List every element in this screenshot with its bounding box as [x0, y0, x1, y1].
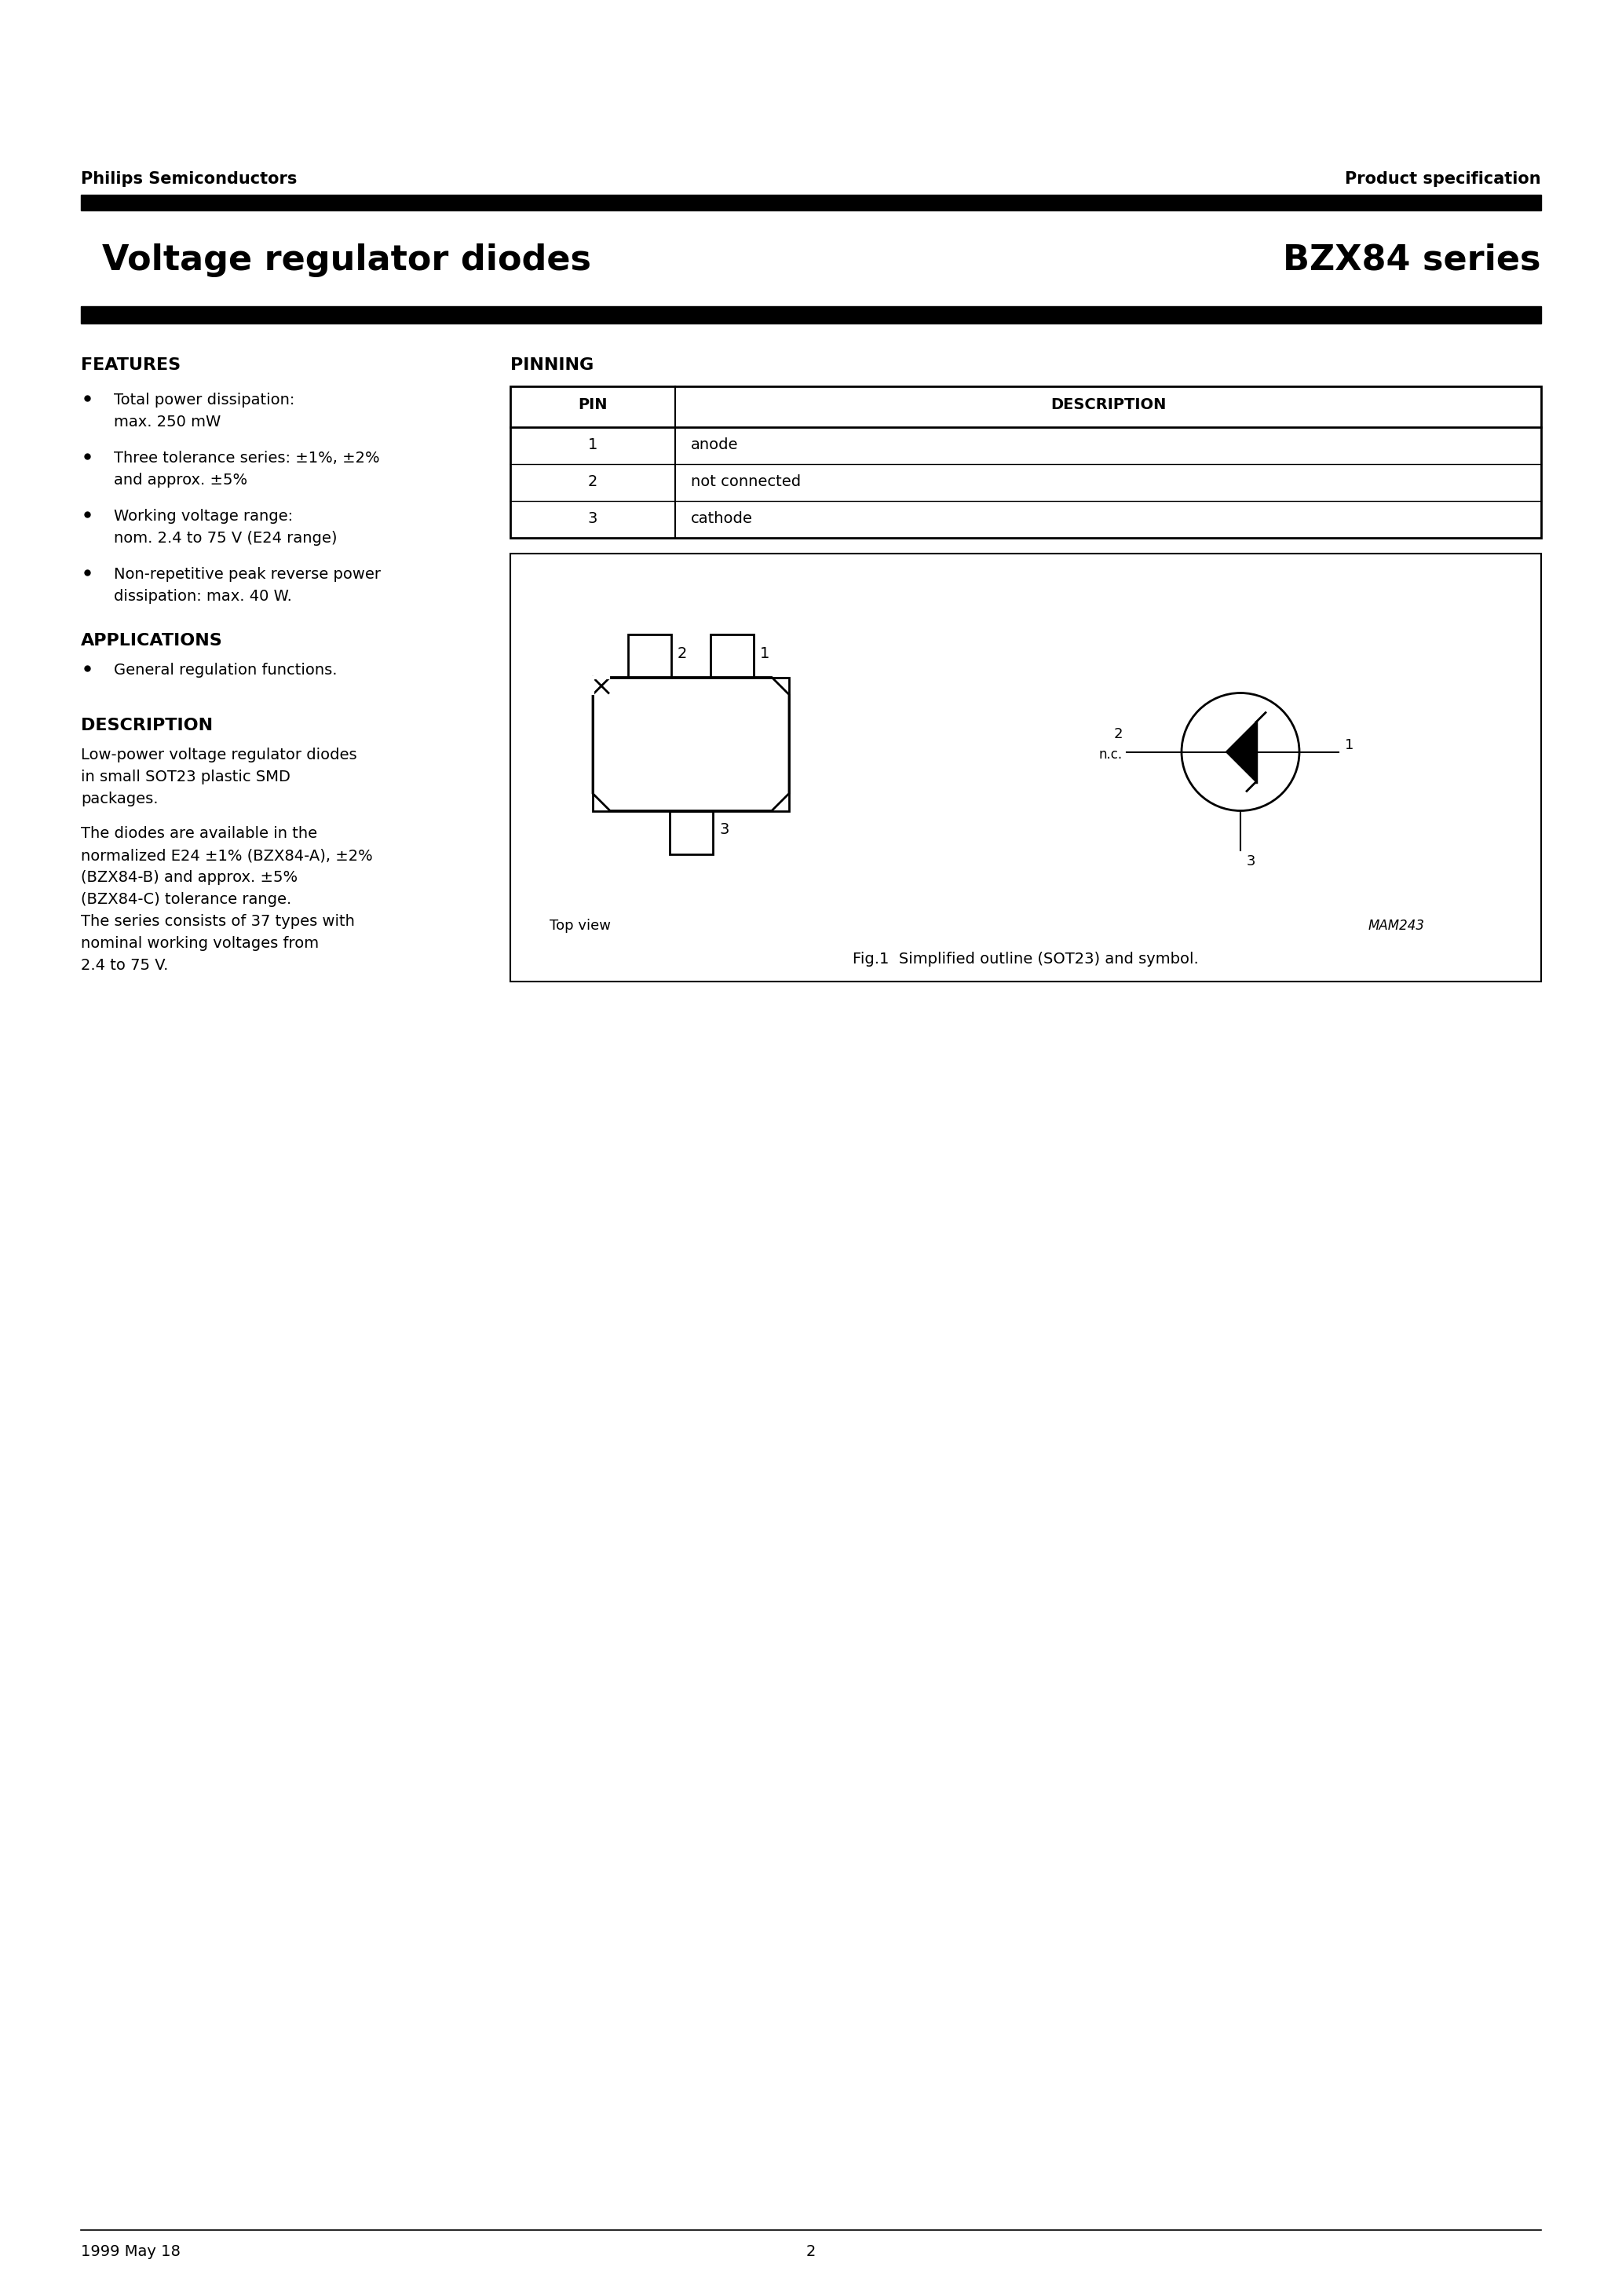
Text: 2: 2	[678, 645, 688, 661]
Bar	[511, 553, 1541, 980]
Text: 1: 1	[1345, 737, 1354, 751]
Text: nominal working voltages from: nominal working voltages from	[81, 937, 320, 951]
Text: MAM243: MAM243	[1369, 918, 1426, 932]
Bar	[511, 386, 1541, 537]
Text: 3: 3	[1247, 854, 1255, 868]
Text: anode: anode	[691, 436, 738, 452]
Bar	[592, 677, 788, 810]
Text: nom. 2.4 to 75 V (E24 range): nom. 2.4 to 75 V (E24 range)	[114, 530, 337, 546]
Text: The series consists of 37 types with: The series consists of 37 types with	[81, 914, 355, 930]
Text: Working voltage range:: Working voltage range:	[114, 510, 294, 523]
Text: Product specification: Product specification	[1345, 172, 1541, 186]
Text: in small SOT23 plastic SMD: in small SOT23 plastic SMD	[81, 769, 290, 785]
Text: Voltage regulator diodes: Voltage regulator diodes	[102, 243, 590, 278]
Text: PINNING: PINNING	[511, 358, 594, 372]
Text: 1999 May 18: 1999 May 18	[81, 2243, 180, 2259]
Text: General regulation functions.: General regulation functions.	[114, 664, 337, 677]
Text: 1: 1	[587, 436, 597, 452]
Text: Three tolerance series: ±1%, ±2%: Three tolerance series: ±1%, ±2%	[114, 450, 380, 466]
Bar	[628, 634, 672, 677]
Text: 2: 2	[587, 475, 597, 489]
Text: Total power dissipation:: Total power dissipation:	[114, 393, 295, 406]
Text: dissipation: max. 40 W.: dissipation: max. 40 W.	[114, 588, 292, 604]
Text: DESCRIPTION: DESCRIPTION	[81, 719, 212, 732]
Text: Low-power voltage regulator diodes: Low-power voltage regulator diodes	[81, 748, 357, 762]
Text: (BZX84-B) and approx. ±5%: (BZX84-B) and approx. ±5%	[81, 870, 298, 884]
Text: BZX84 series: BZX84 series	[1283, 243, 1541, 278]
Text: (BZX84-C) tolerance range.: (BZX84-C) tolerance range.	[81, 893, 292, 907]
Text: The diodes are available in the: The diodes are available in the	[81, 827, 318, 840]
Bar	[710, 634, 754, 677]
Text: Philips Semiconductors: Philips Semiconductors	[81, 172, 297, 186]
Text: Fig.1  Simplified outline (SOT23) and symbol.: Fig.1 Simplified outline (SOT23) and sym…	[853, 953, 1199, 967]
Text: 1: 1	[761, 645, 770, 661]
Text: APPLICATIONS: APPLICATIONS	[81, 634, 222, 647]
Text: 3: 3	[719, 822, 728, 838]
Text: Top view: Top view	[550, 918, 611, 932]
Bar	[81, 195, 1541, 211]
Text: max. 250 mW: max. 250 mW	[114, 416, 221, 429]
Text: and approx. ±5%: and approx. ±5%	[114, 473, 248, 487]
Text: PIN: PIN	[577, 397, 608, 413]
Bar	[670, 810, 712, 854]
Text: cathode: cathode	[691, 512, 753, 526]
Text: Non-repetitive peak reverse power: Non-repetitive peak reverse power	[114, 567, 381, 581]
Text: 3: 3	[587, 512, 597, 526]
Text: n.c.: n.c.	[1100, 748, 1122, 762]
Text: 2: 2	[806, 2243, 816, 2259]
Polygon shape	[1226, 721, 1255, 781]
Text: not connected: not connected	[691, 475, 801, 489]
Text: 2.4 to 75 V.: 2.4 to 75 V.	[81, 957, 169, 974]
Text: DESCRIPTION: DESCRIPTION	[1051, 397, 1166, 413]
Bar	[81, 305, 1541, 324]
Text: FEATURES: FEATURES	[81, 358, 180, 372]
Text: 2: 2	[1114, 728, 1122, 742]
Text: normalized E24 ±1% (BZX84-A), ±2%: normalized E24 ±1% (BZX84-A), ±2%	[81, 847, 373, 863]
Text: packages.: packages.	[81, 792, 159, 806]
